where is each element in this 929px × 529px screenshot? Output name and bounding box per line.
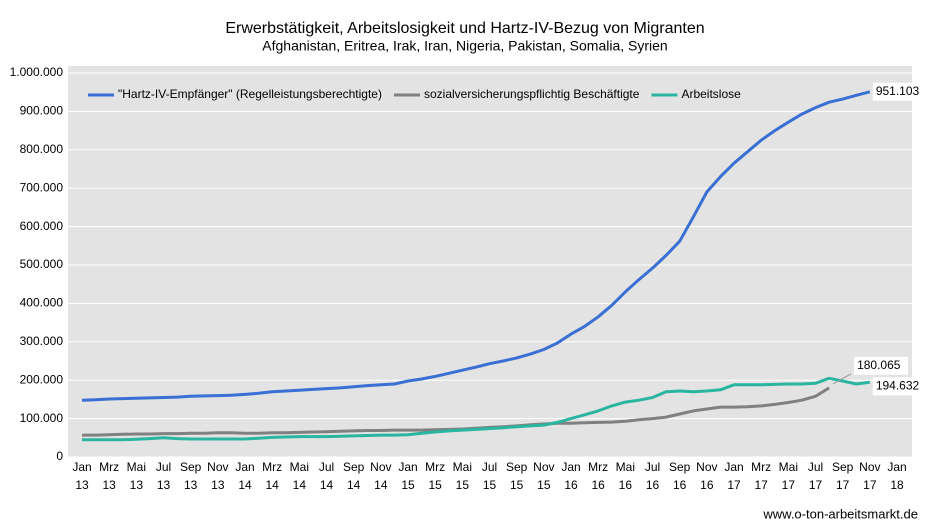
y-tick-label: 300.000 (20, 334, 64, 348)
leader-line (832, 373, 852, 385)
x-tick-label: Mrz 17 (751, 460, 771, 492)
chart-subtitle: Afghanistan, Eritrea, Irak, Iran, Nigeri… (262, 38, 667, 54)
chart-title: Erwerbstätigkeit, Arbeitslosigkeit und H… (225, 20, 704, 37)
label-box (872, 377, 927, 396)
legend-label: "Hartz-IV-Empfänger" (Regelleistungsbere… (118, 87, 382, 101)
y-tick-label: 100.000 (20, 411, 64, 425)
x-tick-label: Sep 13 (180, 460, 202, 492)
x-tick-label: Jan 17 (724, 460, 743, 492)
x-tick-label: Sep 17 (832, 460, 854, 492)
y-tick-label: 200.000 (20, 372, 64, 386)
legend-label: sozialversicherungspflichtig Beschäftigt… (424, 87, 640, 101)
x-tick-label: Mai 16 (616, 460, 635, 492)
x-tick-label: Jan 14 (235, 460, 254, 492)
y-tick-label: 400.000 (20, 296, 64, 310)
x-tick-label: Nov 13 (207, 460, 228, 492)
x-tick-label: Sep 16 (669, 460, 691, 492)
x-tick-label: Nov 16 (696, 460, 717, 492)
data-label: 951.103 (876, 84, 920, 98)
x-tick-label: Nov 15 (533, 460, 554, 492)
x-tick-label: Sep 14 (343, 460, 365, 492)
x-tick-label: Mrz 16 (588, 460, 608, 492)
x-tick-label: Mai 15 (453, 460, 472, 492)
x-tick-label: Mrz 14 (262, 460, 282, 492)
x-tick-label: Jul 13 (156, 460, 171, 492)
x-tick-label: Jan 15 (398, 460, 417, 492)
label-box (872, 82, 927, 101)
x-tick-label: Mai 13 (127, 460, 146, 492)
data-label: 194.632 (876, 378, 920, 392)
label-box (854, 356, 909, 375)
legend-label: Arbeitslose (681, 87, 741, 101)
y-tick-label: 700.000 (20, 180, 64, 194)
series-line (81, 90, 871, 402)
plot-area (68, 66, 912, 457)
y-tick-label: 1.000.000 (10, 65, 64, 79)
y-tick-label: 800.000 (20, 142, 64, 156)
x-tick-label: Nov 17 (859, 460, 880, 492)
y-tick-label: 900.000 (20, 104, 64, 118)
x-tick-label: Nov 14 (370, 460, 391, 492)
y-tick-label: 500.000 (20, 257, 64, 271)
y-tick-label: 600.000 (20, 219, 64, 233)
x-tick-label: Jul 16 (645, 460, 660, 492)
x-tick-label: Jul 14 (319, 460, 334, 492)
series-line (82, 376, 870, 442)
x-tick-label: Sep 15 (506, 460, 528, 492)
x-tick-label: Mrz 13 (99, 460, 119, 492)
x-tick-label: Mrz 15 (425, 460, 445, 492)
x-tick-label: Jan 13 (72, 460, 91, 492)
x-tick-label: Jul 15 (482, 460, 497, 492)
x-tick-label: Jan 16 (561, 460, 580, 492)
x-tick-label: Mai 14 (290, 460, 309, 492)
y-tick-label: 0 (56, 449, 63, 463)
x-tick-label: Jan 18 (887, 460, 906, 492)
x-tick-label: Jul 17 (808, 460, 823, 492)
x-tick-label: Mai 17 (779, 460, 798, 492)
source: www.o-ton-arbeitsmarkt.de (762, 506, 918, 521)
data-label: 180.065 (857, 358, 901, 372)
